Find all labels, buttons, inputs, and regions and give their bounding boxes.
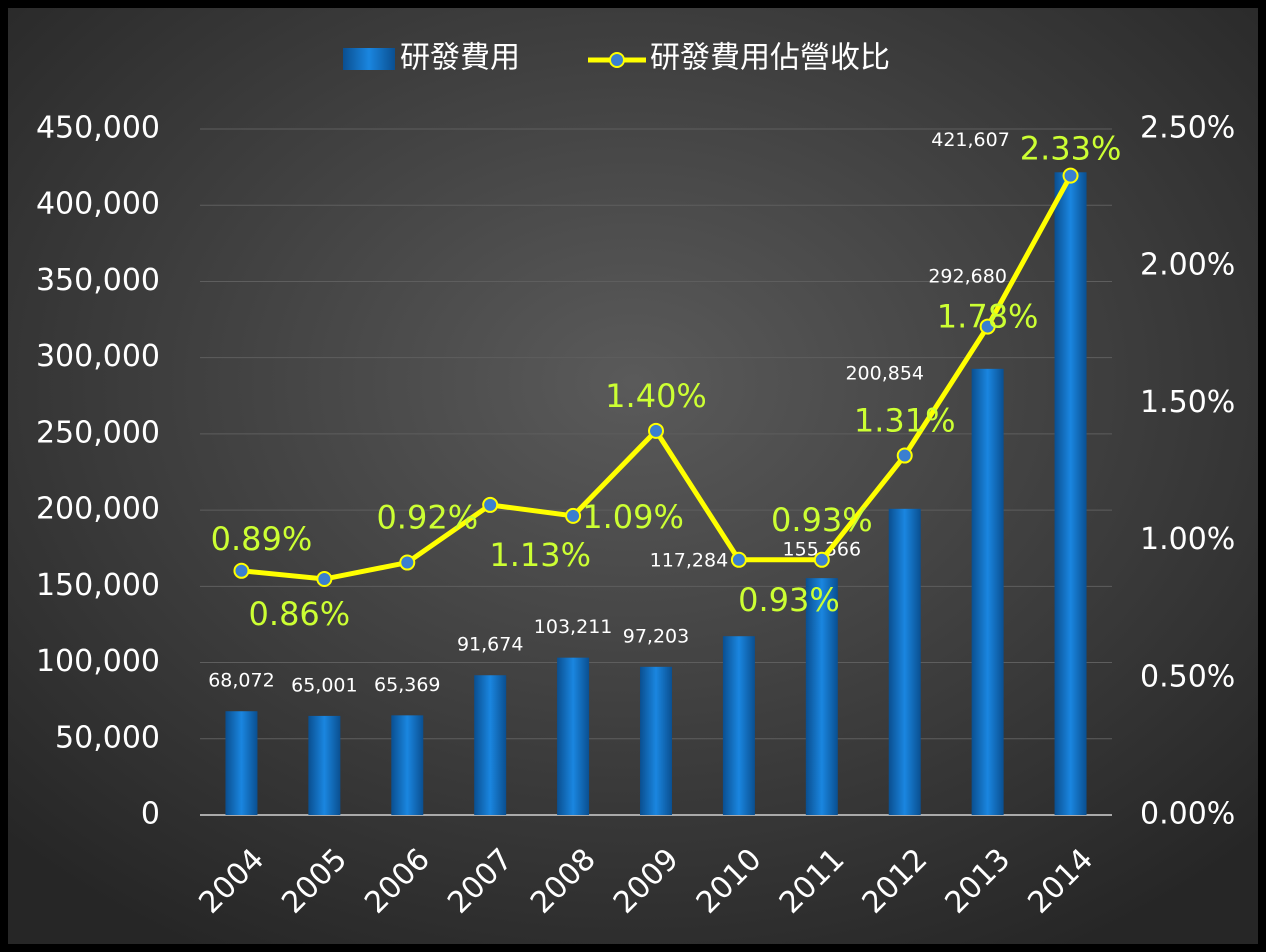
bar (888, 508, 921, 815)
y-tick-label: 200,000 (36, 492, 160, 527)
y-tick-label: 100,000 (36, 644, 160, 679)
bar-label: 65,369 (374, 674, 440, 696)
line-point (399, 554, 416, 571)
y2-tick-label: 2.50% (1140, 111, 1235, 146)
line-label: 1.31% (854, 402, 956, 440)
bar-label: 65,001 (291, 674, 357, 696)
y2-tick-label: 0.00% (1140, 797, 1235, 832)
bar (722, 636, 755, 815)
y-tick-label: 150,000 (36, 568, 160, 603)
line-point (1062, 167, 1079, 184)
line-label: 0.93% (771, 501, 873, 539)
bar-label: 91,674 (457, 634, 523, 656)
legend-label: 研發費用 (400, 41, 520, 76)
y-tick-label: 0 (141, 797, 160, 832)
line-label: 1.09% (582, 498, 684, 536)
line-point (316, 571, 333, 588)
line-label: 1.78% (937, 298, 1039, 336)
bar (225, 711, 258, 815)
y2-tick-label: 1.00% (1140, 522, 1235, 557)
bar-label: 200,854 (845, 362, 924, 384)
bar-label: 97,203 (623, 625, 689, 647)
bar (391, 715, 424, 815)
bar-label: 155,366 (783, 539, 862, 561)
y2-tick-label: 1.50% (1140, 385, 1235, 420)
line-label: 2.33% (1020, 130, 1122, 168)
line-label: 1.40% (605, 377, 707, 415)
legend-label: 研發費用佔營收比 (650, 41, 890, 76)
bar-label: 117,284 (650, 550, 729, 572)
y-tick-label: 450,000 (36, 111, 160, 146)
bar (557, 657, 590, 815)
y-tick-label: 400,000 (36, 187, 160, 222)
bar (1054, 172, 1087, 815)
y2-tick-label: 2.00% (1140, 248, 1235, 283)
line-point (648, 422, 664, 439)
bar-label: 103,211 (534, 616, 613, 638)
bar (640, 666, 672, 815)
background (8, 8, 1258, 944)
line-point (896, 447, 913, 464)
line-point (979, 318, 996, 335)
bar (308, 715, 341, 815)
y-tick-label: 300,000 (36, 339, 160, 374)
legend-marker (609, 52, 625, 68)
line-point (813, 551, 830, 568)
line-point (565, 507, 582, 524)
y-tick-label: 50,000 (55, 720, 160, 755)
bar-label: 68,072 (208, 670, 274, 692)
line-label: 0.89% (211, 520, 313, 558)
bar (971, 368, 1004, 815)
line-point (482, 496, 499, 513)
line-point (730, 551, 747, 568)
line-label: 1.13% (489, 536, 591, 574)
line-label: 0.92% (376, 499, 478, 537)
y2-tick-label: 0.50% (1140, 659, 1235, 694)
line-label: 0.93% (738, 581, 840, 619)
line-label: 0.86% (249, 595, 351, 633)
bar-label: 421,607 (931, 129, 1010, 151)
legend-swatch (343, 48, 395, 70)
y-tick-label: 350,000 (36, 263, 160, 298)
bar-label: 292,680 (928, 265, 1007, 287)
line-point (233, 562, 250, 579)
bar (805, 578, 838, 815)
y-tick-label: 250,000 (36, 415, 160, 450)
bar (474, 675, 507, 815)
